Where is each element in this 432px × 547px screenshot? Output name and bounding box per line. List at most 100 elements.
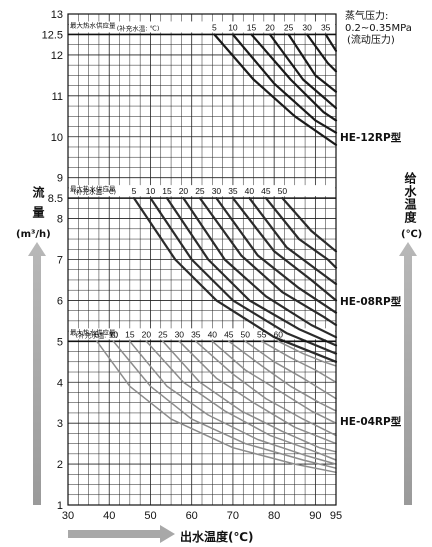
supply-temp-1-20: 20 <box>179 186 189 196</box>
y-tick-label: 8.5 <box>48 193 63 205</box>
max-flow-label-0: 最大热水供应量 <box>70 20 116 29</box>
max-flow-label-2: 最大热水供应量 <box>70 327 116 336</box>
x-tick-label: 95 <box>330 510 342 522</box>
curve-1-45 <box>264 197 338 269</box>
y-tick-label: 12 <box>51 50 63 62</box>
y-tick-label: 12.5 <box>42 29 63 41</box>
curve-2-45 <box>228 340 337 412</box>
supply-temp-2-50: 50 <box>241 329 251 339</box>
curve-1-20 <box>182 197 338 339</box>
supply-temp-0-5: 5 <box>212 22 217 32</box>
bottom-arrow-icon <box>68 525 175 543</box>
curve-0-35 <box>324 33 338 52</box>
y-tick-label: 1 <box>57 500 63 512</box>
supply-temp-2-60: 60 <box>274 329 284 339</box>
y-tick-label: 4 <box>57 377 63 389</box>
curve-2-20 <box>145 340 337 461</box>
grid-layer <box>67 13 337 506</box>
curve-1-35 <box>231 197 338 302</box>
supply-temp-0-25: 25 <box>284 22 294 32</box>
supply-temp-1-15: 15 <box>162 186 172 196</box>
supply-temp-0-10: 10 <box>228 22 238 32</box>
model-label-he04: HE-04RP型 <box>340 416 402 428</box>
supply-temp-1-30: 30 <box>212 186 222 196</box>
right-arrow-icon <box>399 242 417 505</box>
supply-temp-0-30: 30 <box>302 22 312 32</box>
curve-1-30 <box>215 197 338 314</box>
supply-temp-2-30: 30 <box>175 329 185 339</box>
panel-label-band-0 <box>69 21 335 33</box>
x-tick-label: 90 <box>309 510 321 522</box>
curve-2-10 <box>112 340 337 469</box>
y-tick-label: 6 <box>57 295 63 307</box>
right-axis-title: 给水温度 <box>403 172 417 224</box>
curve-0-20 <box>268 33 338 110</box>
curve-2-60 <box>277 340 337 367</box>
model-label-he12: HE-12RP型 <box>340 132 402 144</box>
supply-temp-1-5: 5 <box>132 186 137 196</box>
y-tick-label: 10 <box>51 132 63 144</box>
curve-2-5 <box>96 340 337 474</box>
y-tick-label: 5 <box>57 336 63 348</box>
x-axis-title: 出水温度(℃) <box>180 530 254 544</box>
supply-temp-1-50: 50 <box>278 186 288 196</box>
y-tick-label: 11 <box>52 91 63 103</box>
curve-2-50 <box>244 340 337 400</box>
model-label-he08: HE-08RP型 <box>340 296 402 308</box>
curve-1-5 <box>132 197 338 363</box>
supply-temp-1-45: 45 <box>261 186 271 196</box>
labels-layer: 最大热水供应量 (补充水温: ℃) 5 10 15 20 25 30 35最大热水供应量(补充水… <box>70 20 331 339</box>
curve-1-40 <box>248 197 338 286</box>
right-axis-unit: (℃) <box>401 229 423 240</box>
curve-0-30 <box>306 33 338 73</box>
panel-label-band-2 <box>69 328 335 340</box>
y-tick-label: 9 <box>57 173 63 185</box>
curve-2-40 <box>211 340 337 424</box>
supply-temp-2-55: 55 <box>257 329 267 339</box>
supply-temp-title-0: (补充水温: ℃) <box>117 23 160 32</box>
supply-temp-2-35: 35 <box>191 329 201 339</box>
curve-0-25 <box>287 33 338 93</box>
y-tick-label: 8 <box>57 214 63 226</box>
y-tick-label: 2 <box>57 459 63 471</box>
steam-note-title: 蒸气压力: <box>345 11 389 22</box>
y-axis-title-main: 流 <box>31 186 45 199</box>
curve-1-15 <box>165 197 338 347</box>
plot-frame <box>67 13 337 506</box>
supply-temp-2-45: 45 <box>224 329 234 339</box>
steam-note-value: 0.2~0.35MPa <box>345 23 412 34</box>
panel-label-band-1 <box>69 185 335 197</box>
left-arrow-icon <box>28 242 46 505</box>
curve-0-10 <box>231 33 338 134</box>
supply-temp-1-40: 40 <box>245 186 255 196</box>
supply-temp-0-35: 35 <box>321 22 331 32</box>
curve-1-25 <box>198 197 338 327</box>
steam-note-sub: (流动压力) <box>347 35 395 46</box>
supply-temp-title-1: (补充水温: ℃) <box>73 187 116 196</box>
supply-temp-2-10: 10 <box>109 329 119 339</box>
x-tick-label: 30 <box>62 510 74 522</box>
y-tick-label: 7 <box>57 255 63 267</box>
curve-0-15 <box>250 33 338 122</box>
x-tick-label: 70 <box>227 510 239 522</box>
supply-temp-1-10: 10 <box>146 186 156 196</box>
y-tick-label: 13 <box>51 9 63 21</box>
y-tick-label: 3 <box>57 418 63 430</box>
curve-2-35 <box>195 340 337 437</box>
curve-2-30 <box>178 340 337 445</box>
x-tick-label: 40 <box>103 510 115 522</box>
supply-temp-title-2: (补充水温: ℃) <box>76 330 119 339</box>
max-flow-label-1: 最大热水供应量 <box>70 184 116 193</box>
supply-temp-0-15: 15 <box>247 22 257 32</box>
curve-2-25 <box>162 340 337 453</box>
y-axis-title-sub: 量 <box>31 206 45 219</box>
supply-temp-2-5: 5 <box>94 329 99 339</box>
curve-1-50 <box>281 197 338 253</box>
supply-temp-2-40: 40 <box>208 329 218 339</box>
supply-temp-2-25: 25 <box>158 329 168 339</box>
curve-2-55 <box>261 340 337 384</box>
supply-temp-0-20: 20 <box>265 22 275 32</box>
curve-1-10 <box>149 197 338 355</box>
curve-2-15 <box>129 340 337 465</box>
x-tick-label: 50 <box>144 510 156 522</box>
